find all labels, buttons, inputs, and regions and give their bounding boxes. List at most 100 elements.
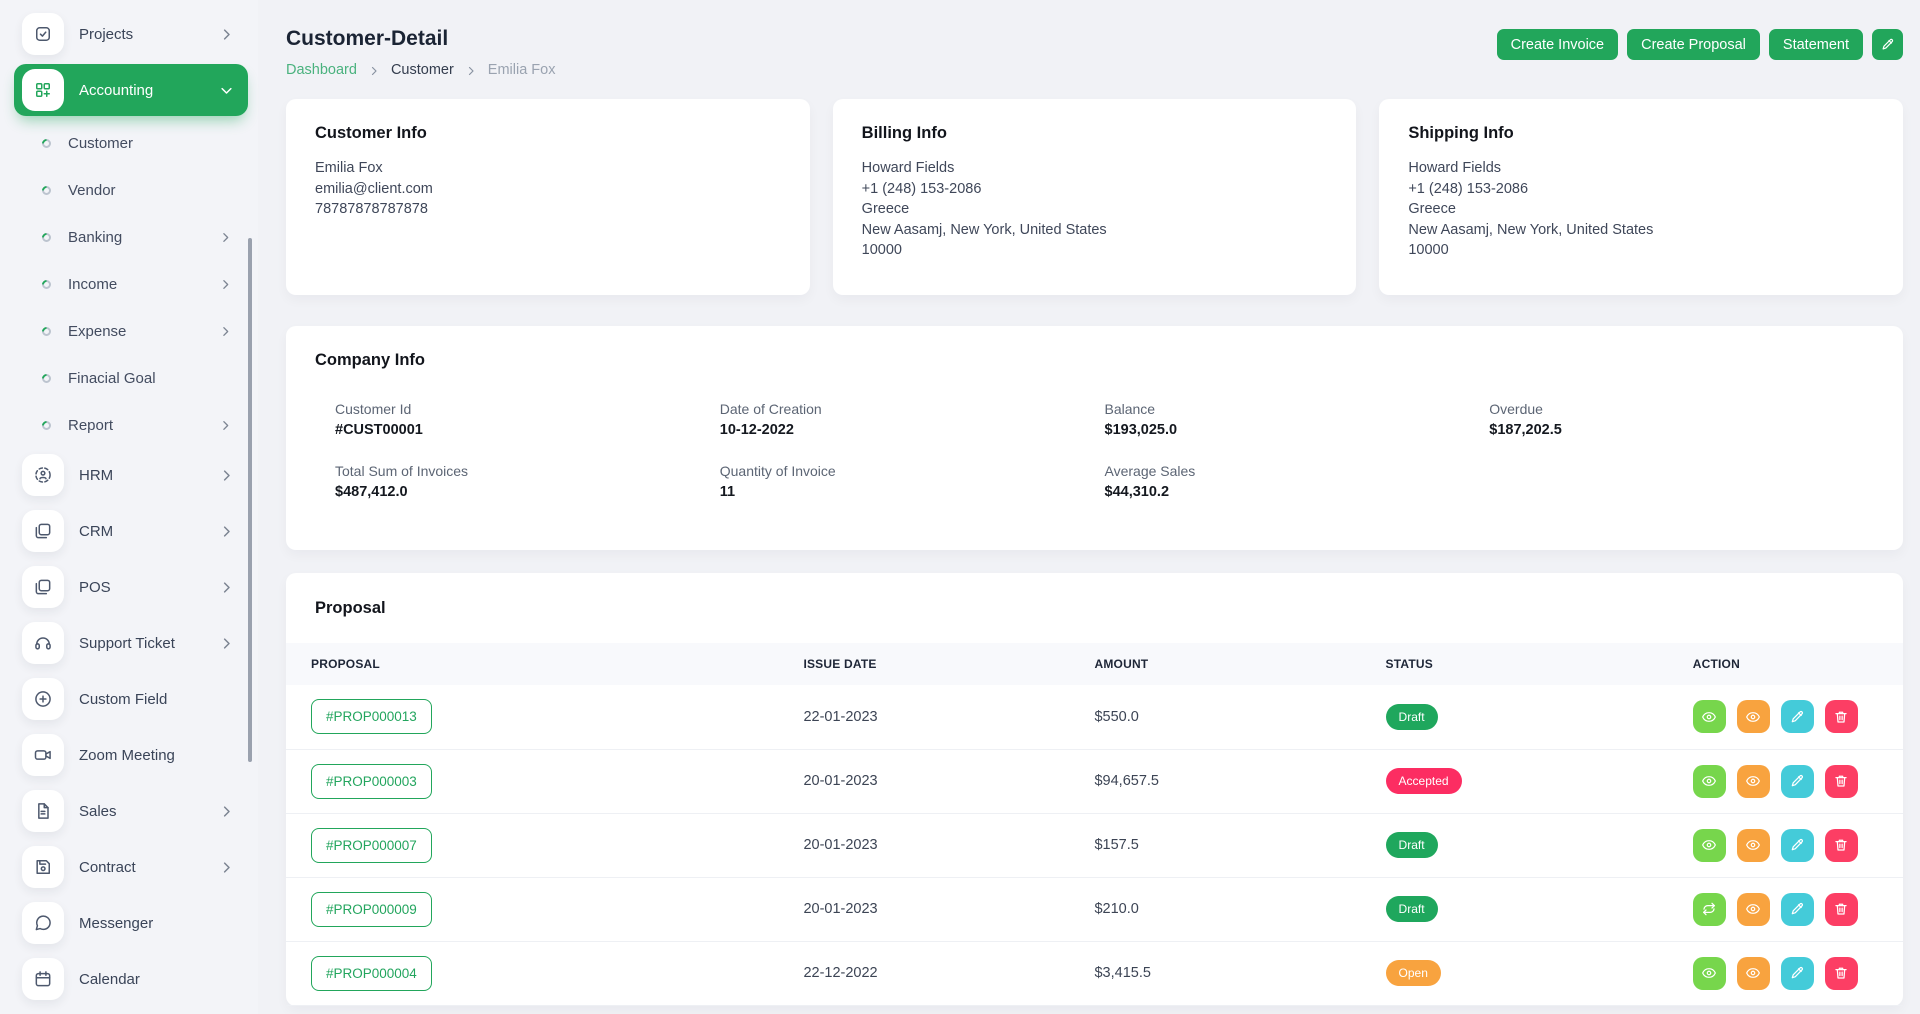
sidebar-scrollbar[interactable] [248, 238, 252, 762]
proposal-id-link[interactable]: #PROP000013 [311, 699, 432, 734]
sidebar-item-crm[interactable]: CRM [14, 505, 248, 557]
table-row: #PROP000013 22-01-2023 $550.0 Draft [286, 685, 1903, 749]
info-line: New Aasamj, New York, United States [862, 220, 1328, 241]
bullet-target-icon [40, 184, 53, 197]
sidebar-item-hrm[interactable]: HRM [14, 449, 248, 501]
sidebar-item-label: Income [68, 276, 117, 293]
breadcrumb-dashboard-link[interactable]: Dashboard [286, 62, 357, 78]
table-row: #PROP000004 22-12-2022 $3,415.5 Open [286, 941, 1903, 1005]
bullet-target-icon [40, 372, 53, 385]
delete-button[interactable] [1825, 700, 1858, 733]
stat-overdue: Overdue $187,202.5 [1489, 401, 1874, 438]
delete-button[interactable] [1825, 829, 1858, 862]
sidebar: Projects Accounting Customer Vendor Bank… [0, 0, 258, 1014]
info-line: Emilia Fox [315, 158, 781, 179]
column-header-amount: AMOUNT [1094, 643, 1385, 685]
headset-icon [22, 622, 64, 664]
sidebar-item-support-ticket[interactable]: Support Ticket [14, 617, 248, 669]
chevron-right-icon [219, 636, 234, 651]
sidebar-item-label: Contract [79, 859, 136, 876]
sidebar-item-projects[interactable]: Projects [14, 8, 248, 60]
sidebar-item-sales[interactable]: Sales [14, 785, 248, 837]
delete-button[interactable] [1825, 893, 1858, 926]
edit-button[interactable] [1781, 893, 1814, 926]
sidebar-item-custom-field[interactable]: Custom Field [14, 673, 248, 725]
issue-date-cell: 22-12-2022 [803, 941, 1094, 1005]
info-line: 10000 [862, 240, 1328, 261]
eye-icon [1745, 837, 1761, 853]
edit-button[interactable] [1781, 957, 1814, 990]
sidebar-item-zoom-meeting[interactable]: Zoom Meeting [14, 729, 248, 781]
sidebar-item-income[interactable]: Income [14, 261, 248, 308]
issue-date-cell: 20-01-2023 [803, 813, 1094, 877]
delete-button[interactable] [1825, 765, 1858, 798]
header-actions: Create Invoice Create Proposal Statement [1488, 29, 1903, 60]
sidebar-item-contract[interactable]: Contract [14, 841, 248, 893]
sidebar-item-report[interactable]: Report [14, 402, 248, 449]
preview-button[interactable] [1737, 829, 1770, 862]
sidebar-item-calendar[interactable]: Calendar [14, 953, 248, 1005]
sidebar-item-expense[interactable]: Expense [14, 308, 248, 355]
stat-total-sum-invoices: Total Sum of Invoices $487,412.0 [335, 463, 720, 500]
sidebar-item-finacial-goal[interactable]: Finacial Goal [14, 355, 248, 402]
pencil-icon [1789, 837, 1805, 853]
info-line: New Aasamj, New York, United States [1408, 220, 1874, 241]
view-button[interactable] [1693, 700, 1726, 733]
sidebar-item-vendor[interactable]: Vendor [14, 167, 248, 214]
statement-button[interactable]: Statement [1769, 29, 1863, 60]
chevron-right-icon [219, 468, 234, 483]
edit-customer-button[interactable] [1872, 29, 1903, 60]
row-actions [1693, 957, 1903, 990]
eye-icon [1701, 773, 1717, 789]
row-actions [1693, 893, 1903, 926]
breadcrumb-current: Emilia Fox [488, 62, 556, 78]
eye-icon [1701, 837, 1717, 853]
proposal-card: Proposal PROPOSAL ISSUE DATE AMOUNT STAT… [286, 573, 1903, 1006]
create-proposal-button[interactable]: Create Proposal [1627, 29, 1760, 60]
chat-bubble-icon [22, 902, 64, 944]
sidebar-item-banking[interactable]: Banking [14, 214, 248, 261]
stat-date-of-creation: Date of Creation 10-12-2022 [720, 401, 1105, 438]
proposal-id-link[interactable]: #PROP000009 [311, 892, 432, 927]
bullet-target-icon [40, 231, 53, 244]
delete-button[interactable] [1825, 957, 1858, 990]
info-line: emilia@client.com [315, 179, 781, 200]
company-info-card: Company Info Customer Id #CUST00001 Date… [286, 326, 1903, 550]
preview-button[interactable] [1737, 957, 1770, 990]
breadcrumb-customer-link[interactable]: Customer [391, 62, 454, 78]
stat-quantity-of-invoice: Quantity of Invoice 11 [720, 463, 1105, 500]
proposal-id-link[interactable]: #PROP000004 [311, 956, 432, 991]
preview-button[interactable] [1737, 893, 1770, 926]
sidebar-item-customer[interactable]: Customer [14, 120, 248, 167]
preview-button[interactable] [1737, 765, 1770, 798]
convert-button[interactable] [1693, 893, 1726, 926]
info-line: Greece [862, 199, 1328, 220]
sidebar-item-pos[interactable]: POS [14, 561, 248, 613]
column-header-issue-date: ISSUE DATE [803, 643, 1094, 685]
refresh-icon [1701, 901, 1717, 917]
edit-button[interactable] [1781, 765, 1814, 798]
view-button[interactable] [1693, 765, 1726, 798]
preview-button[interactable] [1737, 700, 1770, 733]
video-camera-icon [22, 734, 64, 776]
chevron-down-icon [219, 83, 234, 98]
view-button[interactable] [1693, 829, 1726, 862]
status-badge: Draft [1386, 832, 1438, 858]
sidebar-item-label: Support Ticket [79, 635, 175, 652]
pencil-icon [1880, 37, 1895, 52]
sidebar-item-accounting[interactable]: Accounting [14, 64, 248, 116]
proposal-id-link[interactable]: #PROP000003 [311, 764, 432, 799]
edit-button[interactable] [1781, 700, 1814, 733]
table-header-row: PROPOSAL ISSUE DATE AMOUNT STATUS ACTION [286, 643, 1903, 685]
trash-icon [1833, 965, 1849, 981]
edit-button[interactable] [1781, 829, 1814, 862]
sidebar-item-messenger[interactable]: Messenger [14, 897, 248, 949]
proposal-table: PROPOSAL ISSUE DATE AMOUNT STATUS ACTION… [286, 643, 1903, 1006]
sidebar-item-label: Zoom Meeting [79, 747, 175, 764]
bullet-target-icon [40, 419, 53, 432]
table-row: #PROP000003 20-01-2023 $94,657.5 Accepte… [286, 749, 1903, 813]
create-invoice-button[interactable]: Create Invoice [1497, 29, 1619, 60]
amount-cell: $550.0 [1094, 685, 1385, 749]
proposal-id-link[interactable]: #PROP000007 [311, 828, 432, 863]
view-button[interactable] [1693, 957, 1726, 990]
